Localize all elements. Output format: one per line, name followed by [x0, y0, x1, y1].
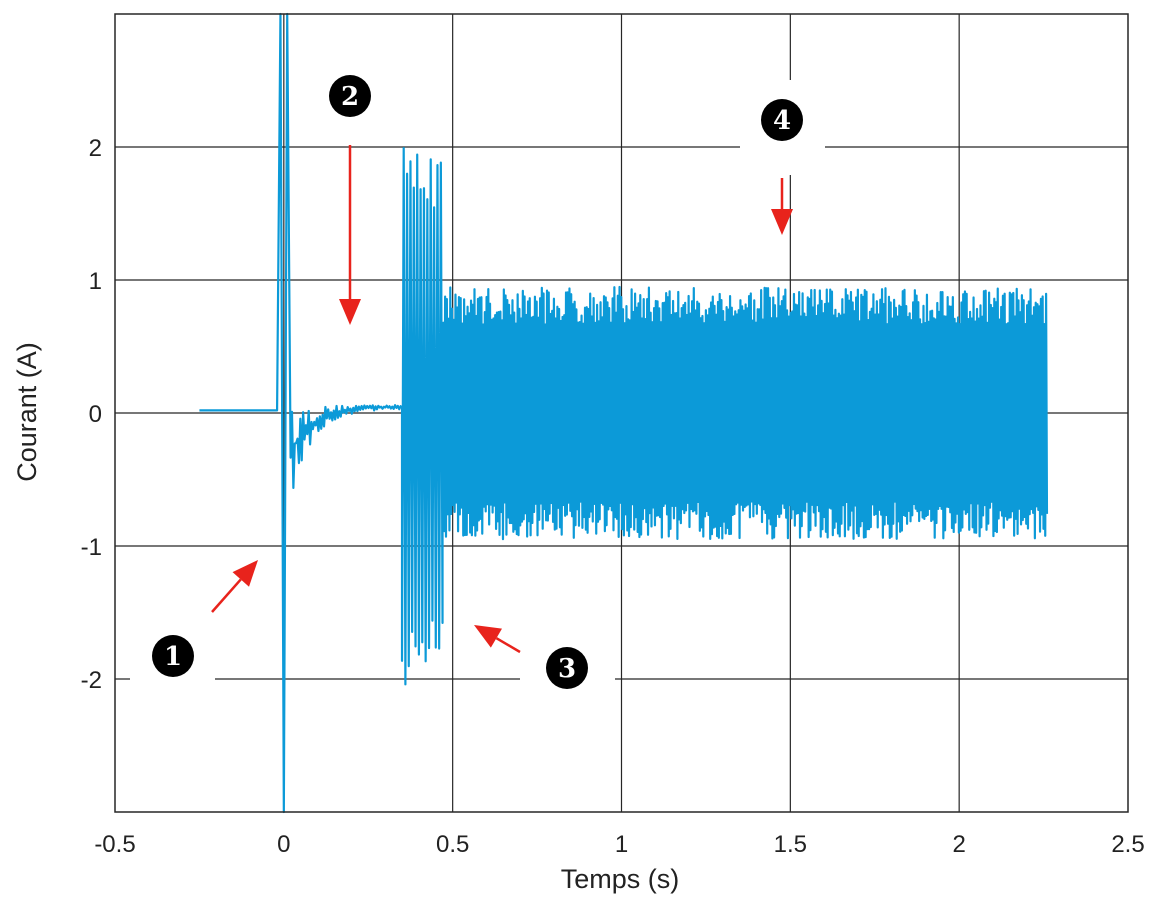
- plot-border: [114, 13, 1129, 813]
- annotation-circle: [329, 75, 371, 117]
- annotations: 1 2 3 4: [130, 56, 825, 730]
- series-line: [199, 12, 1049, 814]
- annotation-marker-2: 2: [308, 56, 393, 325]
- annotation-number: 1: [164, 642, 182, 672]
- plot-frame: [114, 13, 1129, 813]
- x-tick-label: -0.5: [94, 831, 135, 858]
- y-tick-label: 2: [89, 135, 102, 162]
- y-tick-label: -1: [81, 534, 102, 561]
- annotation-number: 3: [558, 654, 576, 684]
- y-tick-label: -2: [81, 667, 102, 694]
- x-tick-label: 2: [952, 831, 965, 858]
- current-series: [199, 12, 1049, 814]
- annotation-marker-3: 3: [474, 625, 615, 730]
- annotation-circle: [152, 635, 194, 677]
- x-axis-label: Temps (s): [561, 864, 680, 894]
- annotation-number: 2: [341, 82, 359, 112]
- tick-labels: -0.5 0 0.5 1 1.5 2 2.5 -2 -1 0 1 2: [81, 135, 1145, 858]
- annotation-marker-1: 1: [130, 560, 258, 705]
- annotation-arrow-head: [771, 209, 793, 235]
- x-tick-label: 2.5: [1111, 831, 1144, 858]
- x-tick-label: 0: [277, 831, 290, 858]
- y-tick-label: 0: [89, 401, 102, 428]
- annotation-circle: [761, 99, 803, 141]
- y-axis-label: Courant (A): [12, 342, 42, 482]
- annotation-arrow-head: [232, 560, 258, 587]
- annotation-arrow-head: [339, 299, 361, 325]
- annotation-arrow-head: [474, 625, 502, 648]
- annotation-marker-4: 4: [740, 80, 825, 235]
- x-tick-label: 1.5: [774, 831, 807, 858]
- annotation-number: 4: [773, 106, 791, 136]
- x-tick-label: 1: [615, 831, 628, 858]
- y-tick-label: 1: [89, 268, 102, 295]
- annotation-arrow-shaft: [495, 637, 521, 654]
- annotation-arrow-shaft: [211, 578, 242, 613]
- annotation-circle: [546, 647, 588, 689]
- x-tick-label: 0.5: [436, 831, 469, 858]
